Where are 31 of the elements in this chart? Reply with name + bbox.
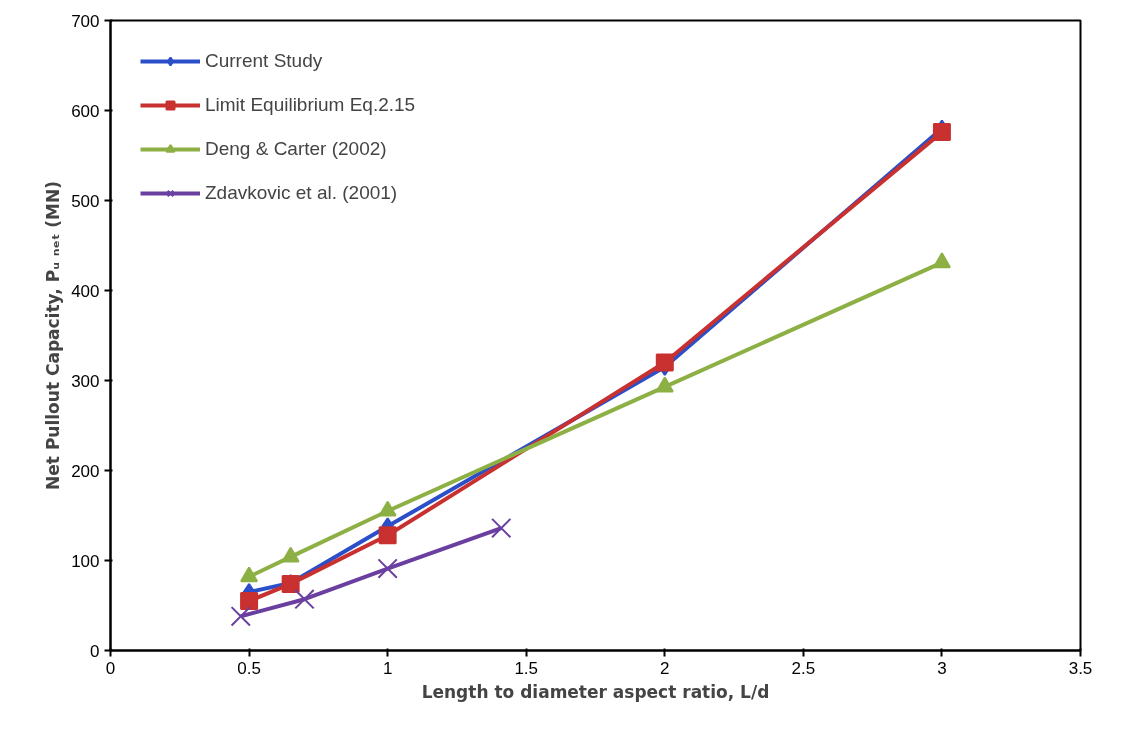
y-tick-label: 100 xyxy=(71,551,100,571)
y-tick-label: 500 xyxy=(71,191,100,211)
y-tick-label: 600 xyxy=(71,101,100,121)
point xyxy=(491,517,512,539)
legend-label: Current Study xyxy=(205,50,323,72)
x-tick-label: 3.5 xyxy=(1068,658,1093,678)
point xyxy=(932,123,951,142)
y-tick-label: 300 xyxy=(71,371,100,391)
point xyxy=(230,606,251,627)
x-tick-label: 0.5 xyxy=(237,658,261,678)
point xyxy=(378,526,397,545)
x-tick-label: 1.5 xyxy=(514,658,539,678)
y-tick-label: 700 xyxy=(71,11,100,31)
x-tick-label: 1 xyxy=(382,658,393,678)
point xyxy=(377,558,398,579)
x-tick-label: 3 xyxy=(937,658,947,678)
y-axis-title: Net Pullout Capacity, Pᵤ ₙₑₜ (MN) xyxy=(43,181,64,490)
y-tick-label: 0 xyxy=(90,641,100,661)
point xyxy=(932,252,951,269)
legend-label: Zdavkovic et al. (2001) xyxy=(205,182,398,204)
y-tick-label: 200 xyxy=(71,461,100,481)
x-tick-label: 0 xyxy=(105,658,116,678)
point xyxy=(240,592,259,610)
point xyxy=(294,589,315,610)
legend-label: Limit Equilibrium Eq.2.15 xyxy=(205,94,416,116)
x-axis-title: Length to diameter aspect ratio, L/d xyxy=(421,681,770,702)
x-tick-label: 2.5 xyxy=(791,658,816,678)
y-tick-label: 400 xyxy=(71,281,100,301)
point xyxy=(655,353,674,372)
x-tick-label: 2 xyxy=(660,658,670,678)
legend-label: Deng & Carter (2002) xyxy=(205,138,387,160)
